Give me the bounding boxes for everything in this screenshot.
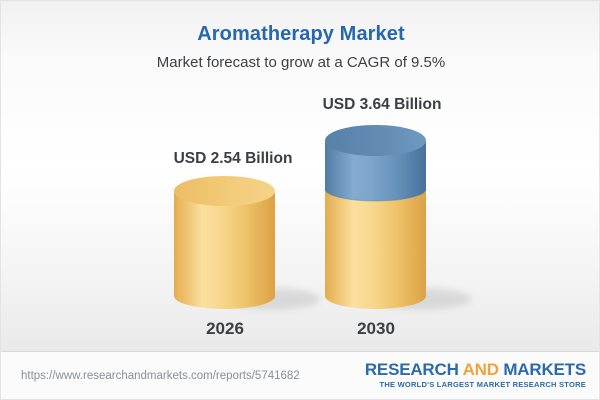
page-title: Aromatherapy Market [197, 23, 405, 45]
research-and-markets-logo: RESEARCH AND MARKETS THE WORLD'S LARGEST… [365, 361, 586, 389]
logo-wordmark: RESEARCH AND MARKETS [365, 361, 586, 378]
report-url: https://www.researchandmarkets.com/repor… [21, 370, 300, 382]
logo-word-markets: MARKETS [503, 360, 586, 379]
logo-word-research: RESEARCH [364, 360, 459, 379]
bar-2030-value-label: USD 3.64 Billion [322, 96, 442, 113]
bar-2026-value-label: USD 2.54 Billion [173, 150, 293, 167]
chart-area: Aromatherapy Market Market forecast to g… [1, 1, 599, 353]
bar-2030-base-segment [325, 189, 426, 309]
logo-tagline: THE WORLD'S LARGEST MARKET RESEARCH STOR… [379, 380, 586, 389]
bar-2030-cylinder [324, 125, 427, 309]
chart-subtitle: Market forecast to grow at a CAGR of 9.5… [156, 54, 446, 71]
bar-2026-cylinder [174, 176, 275, 309]
cylinder-bar-chart [174, 125, 471, 310]
footer: https://www.researchandmarkets.com/repor… [1, 351, 599, 399]
bar-2026-category-label: 2026 [206, 319, 244, 338]
bar-2030-growth-segment [324, 125, 427, 202]
logo-word-and: AND [462, 360, 499, 379]
bar-2030-category-label: 2030 [357, 319, 395, 338]
